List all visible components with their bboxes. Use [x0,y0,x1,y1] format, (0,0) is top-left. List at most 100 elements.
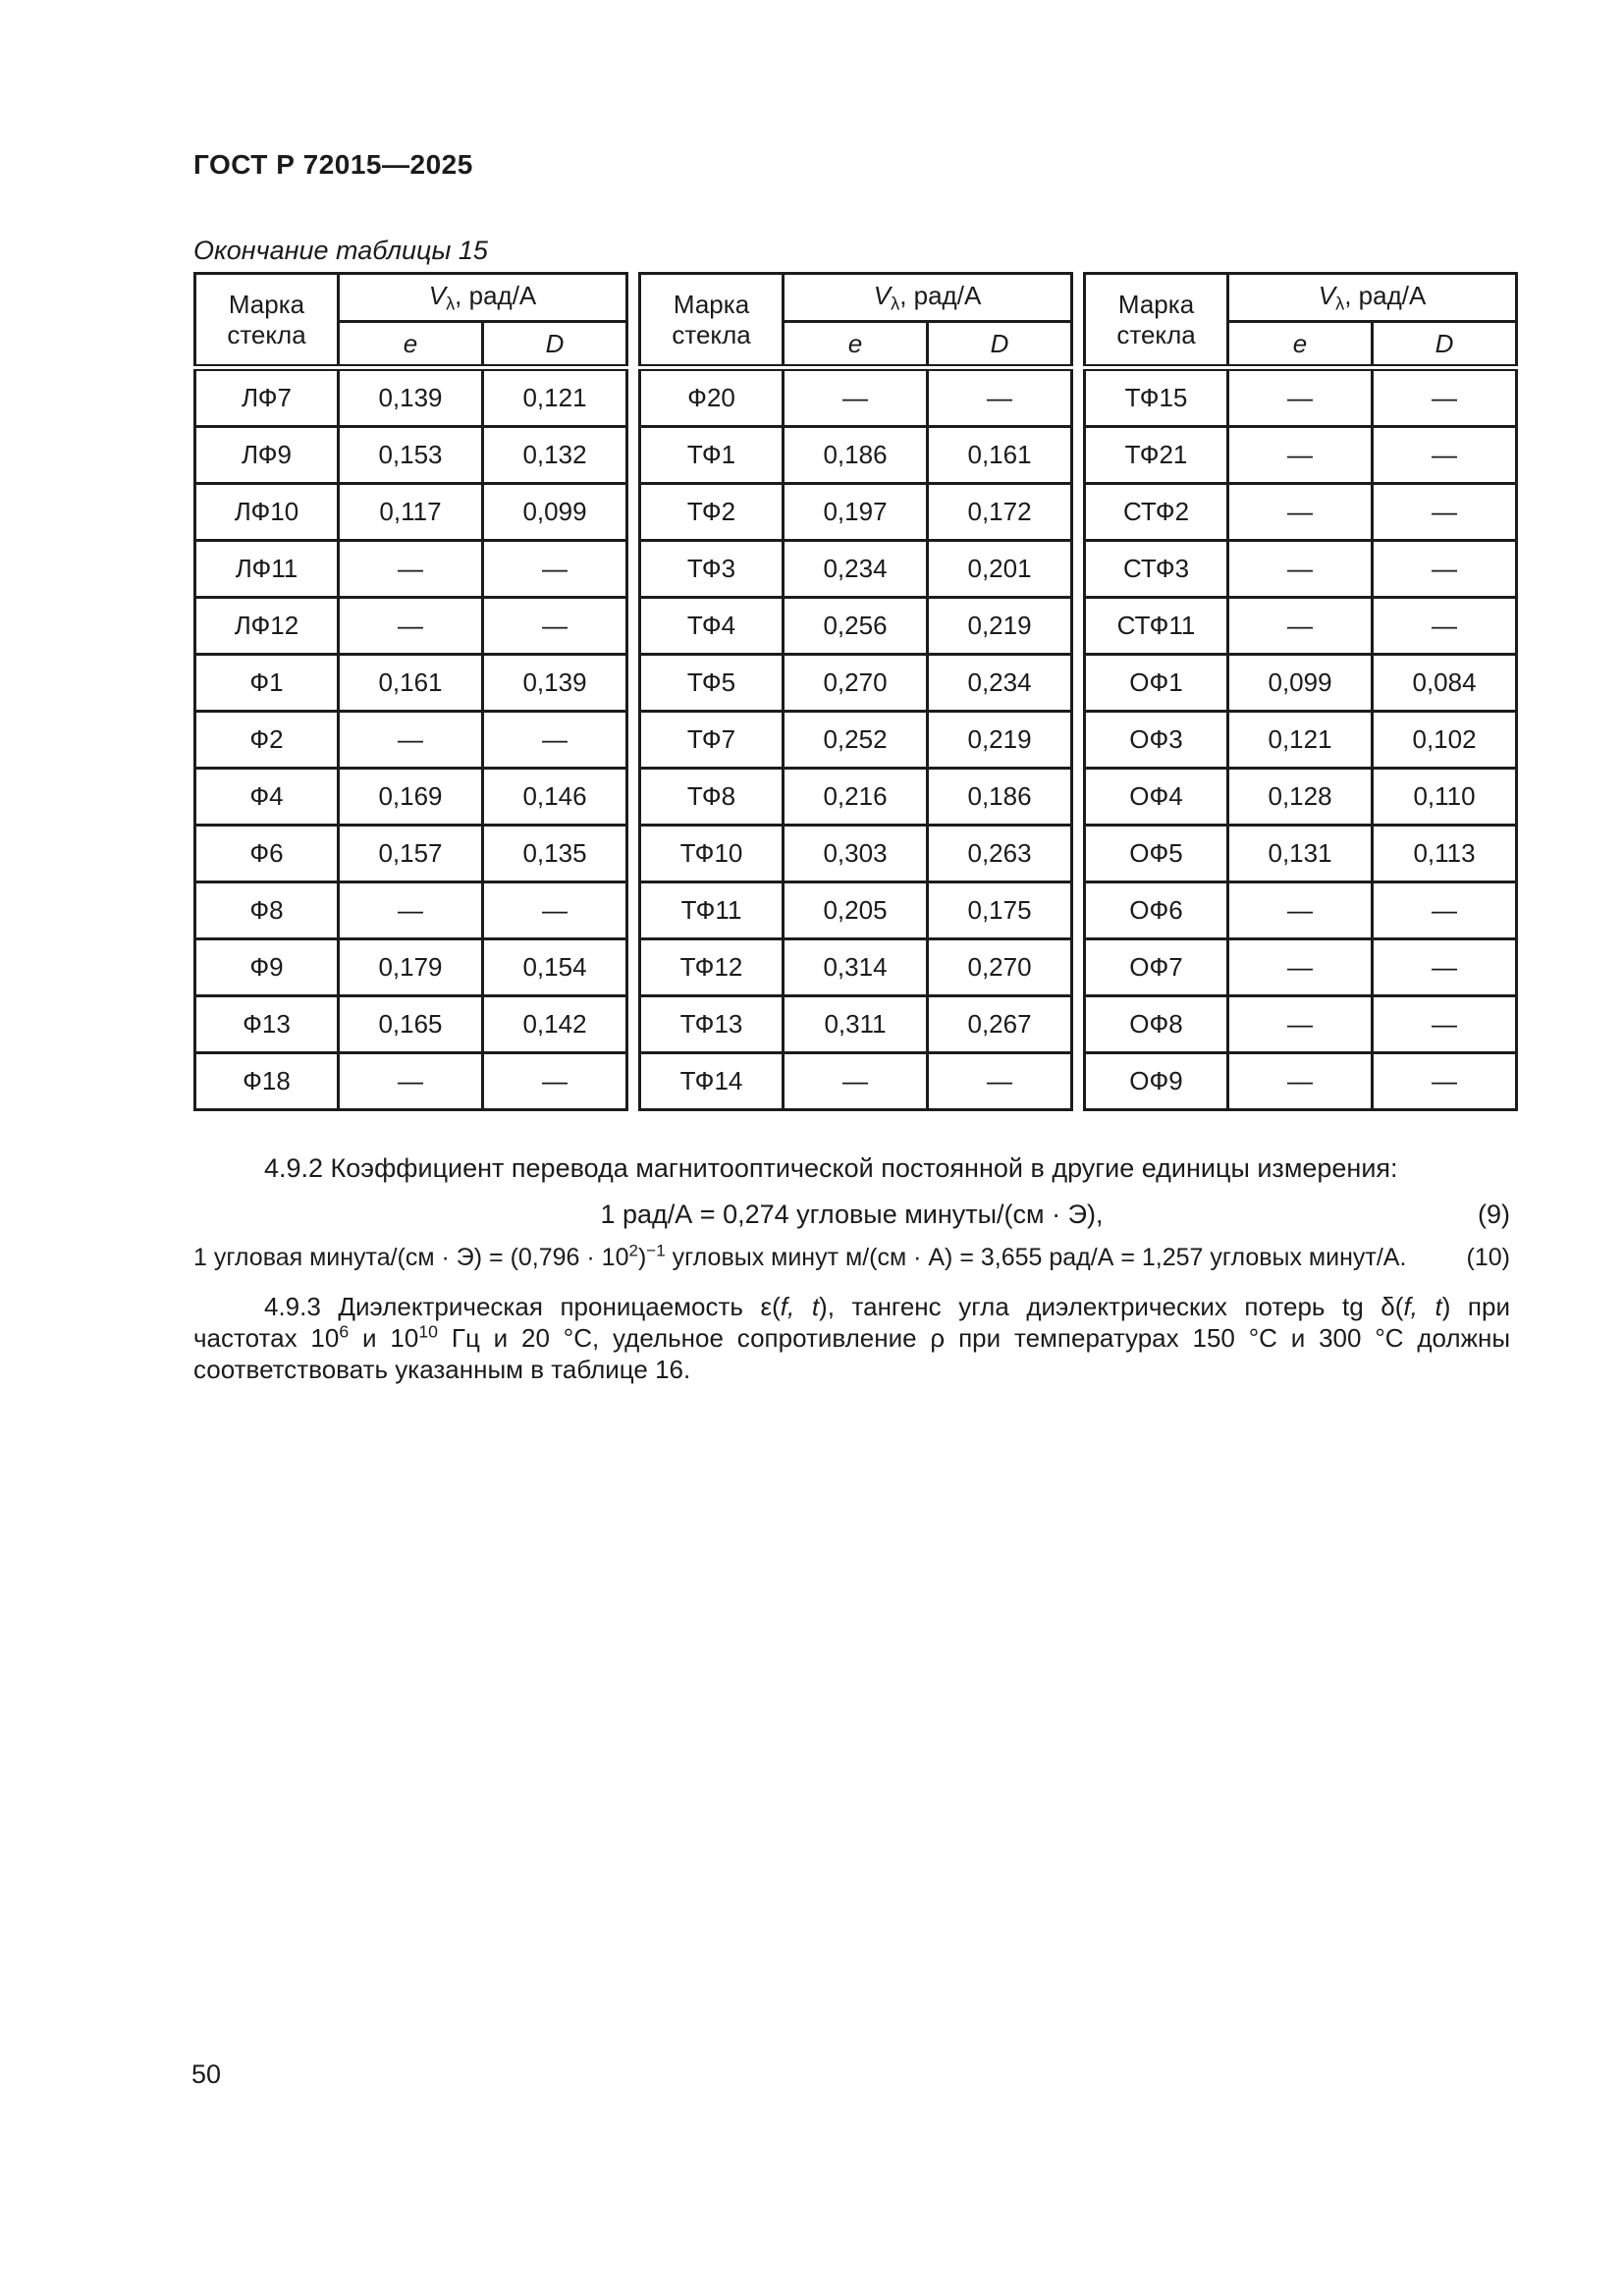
value-d-cell: — [1371,539,1519,599]
value-e-cell: — [1226,366,1375,428]
glass-grade-cell: Ф4 [193,767,340,827]
value-e-cell: — [1226,937,1375,997]
table-row: ТФ2 0,197 0,172 [638,482,1074,542]
table-row: ОФ9— — [1083,1051,1519,1111]
table-row: ТФ12 0,314 0,270 [638,937,1074,997]
value-d-cell: 0,084 [1371,653,1519,713]
value-e-cell: — [337,710,484,770]
exponent: 2 [628,1241,638,1260]
header-verdet-constant: Vλ, рад/А [336,272,629,323]
glass-grade-cell: Ф18 [193,1051,340,1111]
table-row: ТФ8 0,216 0,186 [638,767,1074,827]
glass-grade-cell: ОФ8 [1083,994,1230,1054]
value-d-cell: 0,186 [926,767,1074,827]
paragraph-4-9-2: 4.9.2 Коэффициент перевода магнитооптиче… [264,1153,1398,1183]
value-e-cell: — [1226,1051,1375,1111]
value-e-cell: 0,099 [1226,653,1375,713]
glass-grade-cell: ОФ3 [1083,710,1230,770]
verdet-units: , рад/А [455,280,537,310]
page-number: 50 [191,2059,222,2089]
value-d-cell: 0,267 [926,994,1074,1054]
glass-grade-cell: ТФ3 [638,539,785,599]
value-e-cell: 0,121 [1226,710,1375,770]
glass-grade-cell: ОФ9 [1083,1051,1230,1111]
value-e-cell: 0,252 [782,710,930,770]
glass-grade-cell: ТФ10 [638,824,785,883]
table-header-row-1: Марка стекла Vλ, рад/А [1083,272,1519,371]
value-e-cell: 0,161 [337,653,484,713]
glass-grade-cell: ОФ4 [1083,767,1230,827]
verdet-subscript: λ [1335,294,1345,314]
value-d-cell: — [480,539,629,599]
table-row: Ф2— — [193,710,629,770]
table-row: Ф9 0,179 0,154 [193,937,629,997]
equation-10-body: 1 угловая минута/(см · Э) = (0,796 · 102… [193,1241,1407,1271]
glass-grade-cell: Ф1 [193,653,340,713]
value-d-cell: — [1371,1051,1519,1111]
equation-9-body: 1 рад/А = 0,274 угловые минуты/(см · Э), [600,1200,1104,1229]
value-e-cell: — [1226,425,1375,485]
value-d-cell: 0,132 [480,425,629,485]
glass-grade-cell: ТФ1 [638,425,785,485]
value-e-cell: — [337,1051,484,1111]
value-e-cell: — [1226,994,1375,1054]
value-e-cell: 0,169 [337,767,484,827]
glass-grade-cell: ЛФ10 [193,482,340,542]
glass-table-group-1: Марка стекла Vλ, рад/А e D ЛФ7 0,139 0,121… [193,272,629,1111]
header-glass-grade: Марка стекла [193,272,340,371]
table-row: ТФ14— — [638,1051,1074,1111]
value-e-cell: 0,216 [782,767,930,827]
value-d-cell: — [1371,482,1519,542]
glass-grade-cell: ТФ2 [638,482,785,542]
glass-grade-cell: ТФ12 [638,937,785,997]
value-d-cell: — [1371,425,1519,485]
value-d-cell: 0,135 [480,824,629,883]
value-e-cell: 0,128 [1226,767,1375,827]
table-row: ЛФ9 0,153 0,132 [193,425,629,485]
verdet-symbol: V [1318,280,1336,310]
value-d-cell: 0,139 [480,653,629,713]
glass-grade-cell: ТФ11 [638,881,785,940]
table-row: Ф6 0,157 0,135 [193,824,629,883]
table-row: ЛФ10 0,117 0,099 [193,482,629,542]
glass-grade-cell: ТФ14 [638,1051,785,1111]
value-d-cell: — [480,596,629,656]
glass-grade-cell: ТФ15 [1083,366,1230,428]
table-row: ОФ3 0,121 0,102 [1083,710,1519,770]
glass-grade-cell: Ф6 [193,824,340,883]
table-header-row-2: e D [195,320,629,371]
table-row: ОФ4 0,128 0,110 [1083,767,1519,827]
table-row: СТФ11— — [1083,596,1519,656]
table-row: Ф8— — [193,881,629,940]
header-e-line: e [1226,320,1375,371]
value-d-cell: — [1371,994,1519,1054]
glass-grade-cell: Ф13 [193,994,340,1054]
value-e-cell: — [1226,596,1375,656]
value-e-cell: — [1226,539,1375,599]
value-e-cell: 0,186 [782,425,930,485]
value-e-cell: 0,256 [782,596,930,656]
header-d-line: D [926,320,1074,371]
glass-grade-cell: ТФ8 [638,767,785,827]
header-glass-grade: Марка стекла [1083,272,1230,371]
value-d-cell: 0,121 [480,366,629,428]
glass-grade-cell: ЛФ11 [193,539,340,599]
header-glass-grade: Марка стекла [638,272,785,371]
value-d-cell: — [480,881,629,940]
value-e-cell: 0,157 [337,824,484,883]
glass-grade-cell: СТФ3 [1083,539,1230,599]
table-row: ТФ3 0,234 0,201 [638,539,1074,599]
table-header-row-2: e D [1085,320,1519,371]
glass-grade-cell: Ф2 [193,710,340,770]
equation-10: 1 угловая минута/(см · Э) = (0,796 · 102… [193,1241,1510,1274]
value-d-cell: 0,161 [926,425,1074,485]
table-15-continued: Марка стекла Vλ, рад/А e D ЛФ7 0,139 0,121… [193,272,1519,1111]
value-d-cell: 0,263 [926,824,1074,883]
value-e-cell: 0,311 [782,994,930,1054]
value-e-cell: 0,165 [337,994,484,1054]
table-row: Ф13 0,165 0,142 [193,994,629,1054]
table-header-row-1: Марка стекла Vλ, рад/А [193,272,629,371]
value-e-cell: 0,314 [782,937,930,997]
glass-grade-cell: ЛФ7 [193,366,340,428]
value-e-cell: 0,197 [782,482,930,542]
